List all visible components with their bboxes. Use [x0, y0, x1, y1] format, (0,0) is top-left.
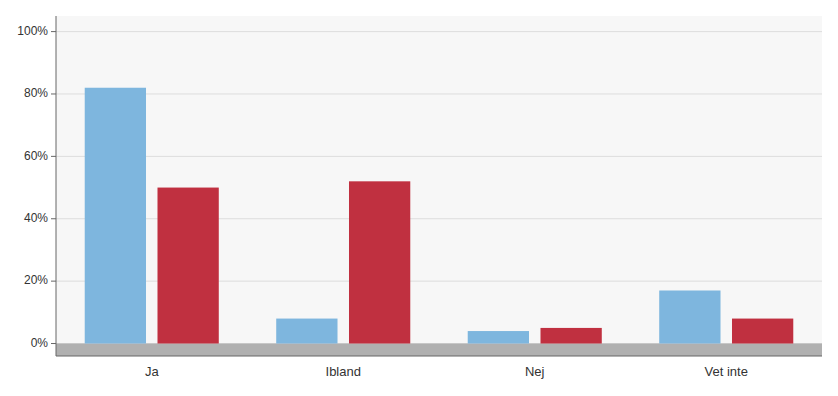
bar — [276, 319, 337, 344]
y-tick — [51, 31, 56, 32]
y-tick — [51, 156, 56, 157]
y-tick-label: 40% — [24, 211, 48, 225]
grid-line — [56, 31, 822, 32]
bar — [349, 181, 410, 343]
y-axis — [56, 16, 57, 356]
y-tick-label: 60% — [24, 149, 48, 163]
bar — [157, 188, 218, 344]
chart-svg: 0% 20% 40% 60% 80% 100% Ja Ibland Nej Vet inte — [0, 0, 838, 396]
y-tick — [51, 343, 56, 344]
y-tick — [51, 93, 56, 94]
y-tick-label: 80% — [24, 86, 48, 100]
grid-line — [56, 156, 822, 157]
bar — [85, 88, 146, 344]
x-tick-label: Vet inte — [705, 364, 748, 379]
grid-line — [56, 93, 822, 94]
x-axis — [56, 356, 822, 357]
chart-container: 0% 20% 40% 60% 80% 100% Ja Ibland Nej Vet inte — [0, 0, 838, 396]
bar — [659, 290, 720, 343]
y-tick-label: 0% — [31, 336, 49, 350]
y-tick-label: 100% — [17, 24, 48, 38]
plot-background — [56, 16, 822, 356]
y-tick-label: 20% — [24, 273, 48, 287]
bar — [468, 331, 529, 343]
x-tick-label: Ibland — [326, 364, 361, 379]
x-tick-label: Nej — [525, 364, 545, 379]
x-tick-label: Ja — [145, 364, 160, 379]
bar — [540, 328, 601, 344]
grid — [56, 32, 822, 344]
bar — [732, 319, 793, 344]
floor — [56, 344, 822, 356]
y-tick — [51, 281, 56, 282]
bars — [85, 88, 794, 344]
y-tick — [51, 218, 56, 219]
